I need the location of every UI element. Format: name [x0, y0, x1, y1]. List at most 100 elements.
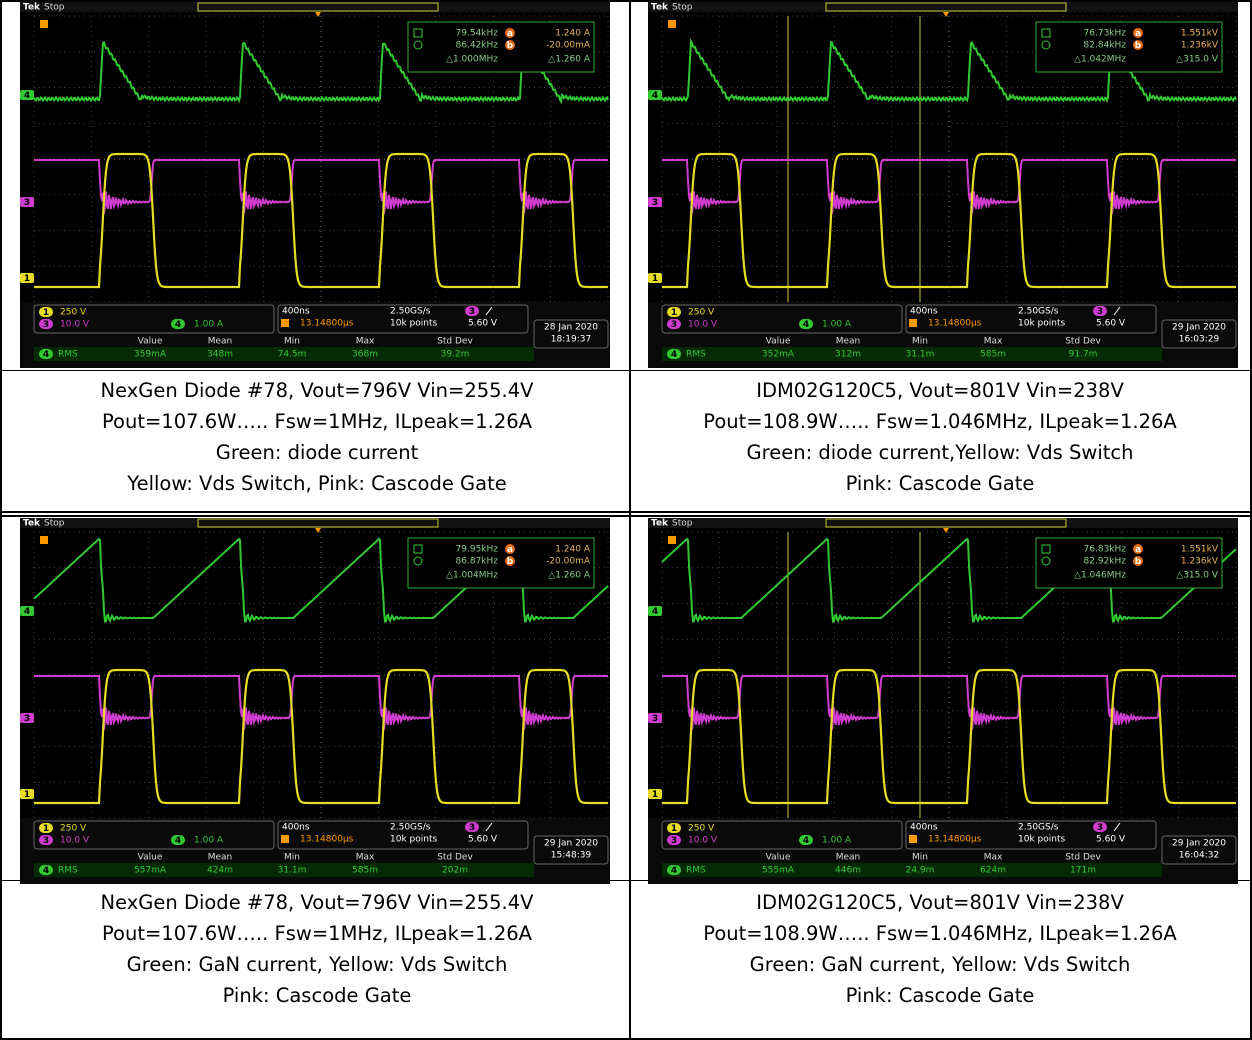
channel-number: 4 — [43, 350, 49, 360]
meas-header: Value — [138, 337, 163, 347]
meas-header: Std Dev — [437, 337, 473, 347]
timebase: 400ns — [282, 307, 310, 317]
caption: NexGen Diode #78, Vout=796V Vin=255.4VPo… — [12, 375, 622, 499]
channel-number: 1 — [24, 790, 30, 800]
time: 16:03:29 — [1179, 335, 1220, 345]
cursor-mark: b — [1135, 41, 1142, 51]
meas-value: 171m — [1070, 866, 1096, 876]
caption-line: Pout=108.9W….. Fsw=1.046MHz, ILpeak=1.26… — [635, 406, 1245, 437]
page: TekStop43179.54kHza1.240 A86.42kHzb-20.0… — [0, 0, 1252, 1040]
date: 28 Jan 2020 — [544, 323, 598, 333]
meas-header: Mean — [208, 853, 233, 863]
scope-screenshot: TekStop43179.54kHza1.240 A86.42kHzb-20.0… — [20, 2, 610, 368]
cursor-freq: 86.87kHz — [456, 557, 499, 567]
cursor-value: 1.236kV — [1181, 41, 1219, 51]
meas-value: 91.7m — [1069, 350, 1098, 360]
caption-line: Pink: Cascode Gate — [635, 468, 1245, 499]
channel-number: 4 — [24, 607, 30, 617]
meas-header: Std Dev — [1065, 853, 1101, 863]
caption-line: IDM02G120C5, Vout=801V Vin=238V — [635, 887, 1245, 918]
caption-line: NexGen Diode #78, Vout=796V Vin=255.4V — [12, 375, 622, 406]
channel-scale: 250 V — [688, 308, 715, 318]
date: 29 Jan 2020 — [544, 839, 598, 849]
trigger-level-marker — [668, 20, 676, 28]
trigger-level: 5.60 V — [1096, 319, 1126, 329]
trigger-level-marker — [668, 536, 676, 544]
cursor-delta: △1.004MHz — [446, 571, 498, 581]
meas-value: 424m — [207, 866, 233, 876]
channel-number: 1 — [652, 790, 658, 800]
channel-number: 3 — [24, 714, 30, 724]
meas-header: Mean — [836, 337, 861, 347]
meas-value: 368m — [352, 350, 378, 360]
brand: Tek — [651, 3, 669, 13]
trigger-pos: 13.14800µs — [300, 319, 354, 329]
record-length: 10k points — [1018, 319, 1065, 329]
meas-label: RMS — [686, 350, 706, 360]
scope-screenshot: TekStop43176.73kHza1.551kV82.84kHzb1.236… — [648, 2, 1238, 368]
trigger-icon — [909, 319, 917, 327]
trigger-level-marker — [40, 20, 48, 28]
channel-scale: 1.00 A — [194, 836, 224, 846]
meas-value: 74.5m — [278, 350, 307, 360]
cursor-mark: a — [507, 29, 513, 39]
trigger-icon — [281, 835, 289, 843]
channel-scale: 1.00 A — [194, 320, 224, 330]
cursor-mark: b — [507, 41, 514, 51]
cursor-delta: △1.042MHz — [1074, 55, 1126, 65]
channel-number: 4 — [175, 836, 181, 846]
cursor-freq: 79.54kHz — [456, 29, 499, 39]
caption-line: Pink: Cascode Gate — [635, 980, 1245, 1011]
channel-scale: 250 V — [60, 824, 87, 834]
scope-screenshot: TekStop43176.83kHza1.551kV82.92kHzb1.236… — [648, 518, 1238, 884]
record-length: 10k points — [390, 319, 437, 329]
cursor-mark: a — [507, 545, 513, 555]
sample-rate: 2.50GS/s — [1018, 307, 1059, 317]
meas-value: 585m — [352, 866, 378, 876]
trigger-pos: 13.14800µs — [928, 835, 982, 845]
trigger-icon — [281, 319, 289, 327]
meas-value: 31.1m — [278, 866, 307, 876]
cursor-freq: 82.84kHz — [1084, 41, 1127, 51]
channel-number: 1 — [43, 824, 49, 834]
meas-value: 359mA — [134, 350, 167, 360]
cursor-freq: 79.95kHz — [456, 545, 499, 555]
cursor-value: -20.00mA — [546, 557, 591, 567]
cursor-value: 1.240 A — [555, 545, 591, 555]
channel-scale: 10.0 V — [60, 320, 90, 330]
channel-number: 3 — [469, 307, 475, 317]
meas-header: Value — [766, 853, 791, 863]
channel-number: 3 — [1097, 823, 1103, 833]
scope-screenshot: TekStop43179.95kHza1.240 A86.87kHzb-20.0… — [20, 518, 610, 884]
channel-number: 3 — [671, 320, 677, 330]
channel-number: 4 — [43, 866, 49, 876]
caption-line: NexGen Diode #78, Vout=796V Vin=255.4V — [12, 887, 622, 918]
channel-number: 1 — [671, 308, 677, 318]
cursor-mark: a — [1135, 29, 1141, 39]
trigger-pos: 13.14800µs — [300, 835, 354, 845]
channel-number: 3 — [671, 836, 677, 846]
meas-value: 585m — [980, 350, 1006, 360]
acq-state: Stop — [44, 519, 65, 529]
meas-header: Max — [984, 337, 1003, 347]
caption-line: Green: diode current — [12, 437, 622, 468]
channel-number: 4 — [671, 866, 677, 876]
meas-header: Max — [356, 337, 375, 347]
cursor-freq: 86.42kHz — [456, 41, 499, 51]
cursor-value: 1.551kV — [1181, 29, 1219, 39]
channel-number: 4 — [803, 836, 809, 846]
meas-value: 352mA — [762, 350, 795, 360]
channel-number: 4 — [652, 607, 658, 617]
acq-state: Stop — [672, 3, 693, 13]
record-length: 10k points — [1018, 835, 1065, 845]
channel-scale: 1.00 A — [822, 836, 852, 846]
trigger-level: 5.60 V — [468, 319, 498, 329]
channel-scale: 250 V — [688, 824, 715, 834]
meas-header: Mean — [208, 337, 233, 347]
cursor-freq: 76.73kHz — [1084, 29, 1127, 39]
caption-line: Green: GaN current, Yellow: Vds Switch — [635, 949, 1245, 980]
cursor-mark: b — [1135, 557, 1142, 567]
channel-scale: 10.0 V — [688, 320, 718, 330]
channel-number: 1 — [24, 274, 30, 284]
cursor-value: 1.551kV — [1181, 545, 1219, 555]
